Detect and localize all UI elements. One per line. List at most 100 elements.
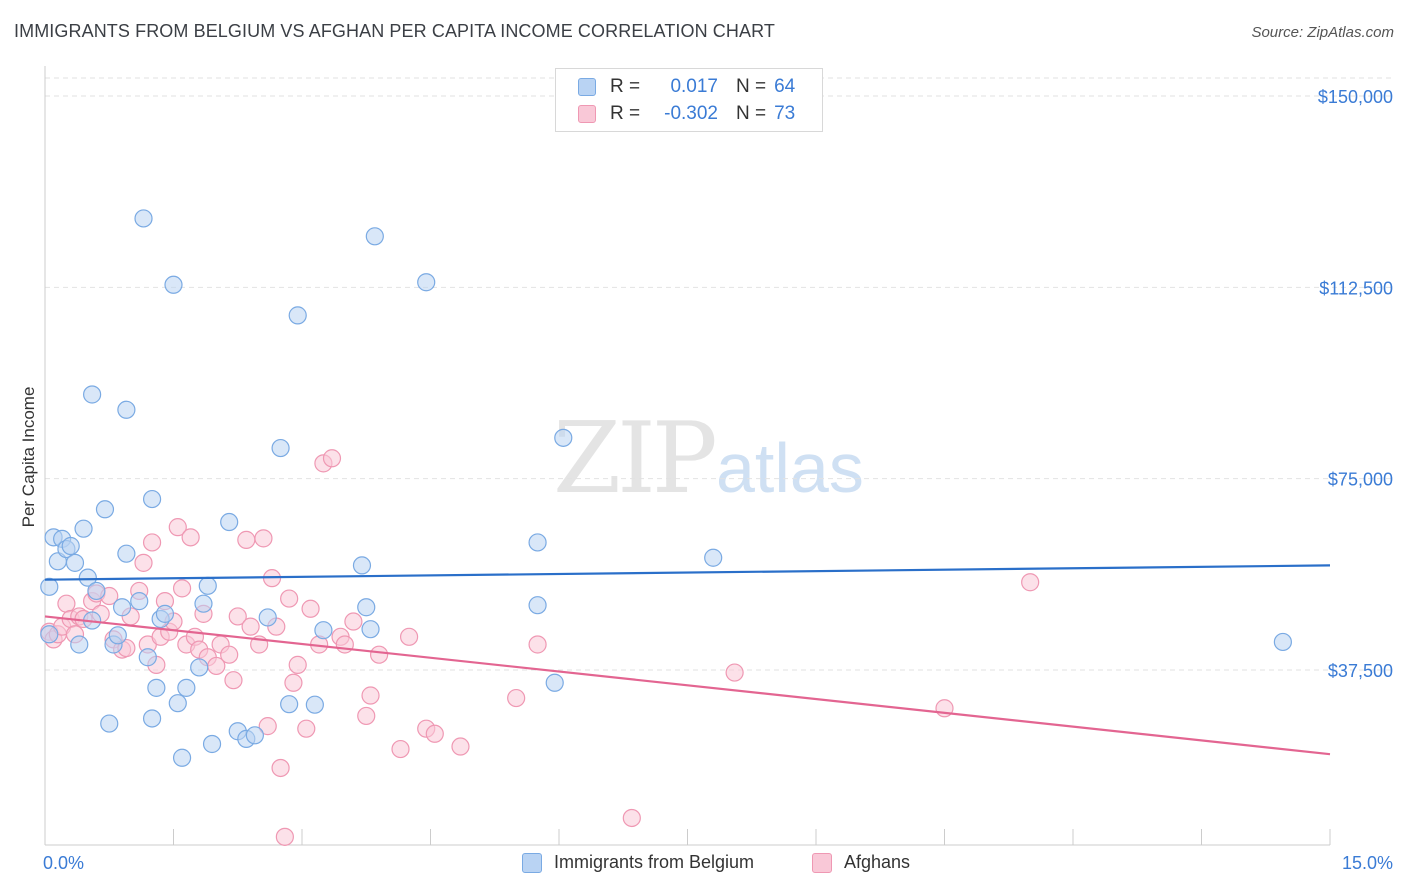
belgium-point <box>314 621 333 640</box>
afghans-point <box>622 808 641 828</box>
legend-swatch-blue <box>522 852 542 873</box>
watermark-atlas: atlas <box>716 429 864 507</box>
correlation-legend: R = 0.017 N = 64 R = -0.302 N = 73 <box>555 68 823 132</box>
y-axis-label: Per Capita Income <box>19 387 38 528</box>
afghans-point <box>275 827 294 846</box>
belgium-point <box>155 604 175 623</box>
belgium-point <box>117 544 136 563</box>
afghans-point <box>451 737 470 756</box>
belgium-trend-line <box>44 564 1331 581</box>
afghans-point <box>134 553 153 572</box>
afghans-point <box>344 612 363 631</box>
belgium-point <box>108 626 127 645</box>
legend-r-label: R = <box>610 103 641 124</box>
belgium-point <box>70 635 89 654</box>
y-tick-label: $75,000 <box>1328 470 1393 490</box>
belgium-point <box>194 594 213 613</box>
series-legend-afghans: Afghans <box>812 852 910 873</box>
afghans-point <box>725 663 744 682</box>
belgium-point <box>528 596 547 615</box>
belgium-point <box>138 648 157 667</box>
legend-swatch-pink <box>578 105 596 123</box>
belgium-point <box>117 400 136 419</box>
legend-swatch-pink <box>812 852 832 873</box>
belgium-point <box>112 598 132 617</box>
belgium-point <box>172 748 192 767</box>
belgium-point <box>1273 632 1292 652</box>
y-tick-label: $37,500 <box>1328 661 1393 681</box>
afghans-point <box>254 529 273 548</box>
afghans-point <box>361 686 380 705</box>
belgium-point <box>177 678 196 697</box>
belgium-point <box>528 533 547 552</box>
belgium-point <box>202 734 222 754</box>
belgium-point <box>87 581 106 601</box>
legend-r-value: -0.302 <box>664 103 718 124</box>
belgium-point <box>142 709 162 728</box>
belgium-point <box>65 553 85 572</box>
afghans-point <box>507 688 526 708</box>
chart-title: IMMIGRANTS FROM BELGIUM VS AFGHAN PER CA… <box>14 21 775 41</box>
afghans-point <box>425 724 444 743</box>
afghans-point <box>224 671 243 690</box>
afghans-point <box>335 635 354 654</box>
belgium-point <box>258 608 277 627</box>
afghans-point <box>1021 573 1040 592</box>
afghans-point <box>297 719 316 738</box>
belgium-point <box>95 500 115 519</box>
belgium-point <box>220 512 239 532</box>
belgium-point <box>147 678 166 697</box>
afghans-point <box>258 717 277 736</box>
belgium-point <box>365 227 384 246</box>
belgium-point <box>245 726 264 745</box>
x-tick-label: 15.0% <box>1342 853 1393 873</box>
belgium-point <box>130 592 149 611</box>
afghans-point <box>241 617 260 636</box>
belgium-point <box>352 556 372 575</box>
watermark-zip: ZIP <box>553 402 718 516</box>
belgium-point <box>168 694 187 713</box>
belgium-point <box>83 385 102 404</box>
belgium-point <box>554 428 573 447</box>
chart-source: Source: ZipAtlas.com <box>1251 24 1394 41</box>
afghans-point <box>181 528 200 547</box>
belgium-point <box>198 576 217 595</box>
belgium-point <box>417 273 436 292</box>
legend-n-label: N = <box>736 103 767 124</box>
afghans-point <box>57 594 76 613</box>
belgium-point <box>271 438 290 458</box>
afghans-point <box>220 645 239 664</box>
afghans-point <box>271 758 290 778</box>
belgium-point <box>280 695 299 714</box>
belgium-point <box>361 620 380 639</box>
afghans-point <box>399 627 419 646</box>
legend-n-label: N = <box>736 76 767 97</box>
afghans-point <box>237 530 256 549</box>
afghans-point <box>391 739 410 759</box>
afghans-point <box>172 579 192 598</box>
y-tick-label: $112,500 <box>1319 278 1393 298</box>
series-label-afghans: Afghans <box>844 852 911 872</box>
afghans-point <box>301 599 320 618</box>
afghans-point <box>280 589 299 608</box>
legend-n-value: 64 <box>774 76 796 97</box>
belgium-point <box>305 695 324 714</box>
belgium-point <box>61 536 80 556</box>
belgium-point <box>704 548 723 567</box>
belgium-point <box>40 625 59 644</box>
belgium-point <box>78 568 97 587</box>
afghans-point <box>528 635 547 654</box>
afghans-point <box>168 518 187 537</box>
afghans-point <box>284 673 303 692</box>
belgium-point <box>288 306 307 325</box>
legend-r-value: 0.017 <box>670 76 718 97</box>
legend-row-afghans: R = -0.302 N = 73 <box>578 102 795 126</box>
series-label-belgium: Immigrants from Belgium <box>554 852 755 872</box>
belgium-point <box>164 275 183 294</box>
afghans-point <box>357 706 376 726</box>
y-tick-label: $150,000 <box>1318 87 1393 107</box>
afghans-point <box>142 533 162 552</box>
belgium-point <box>40 577 59 596</box>
legend-swatch-blue <box>578 78 596 96</box>
